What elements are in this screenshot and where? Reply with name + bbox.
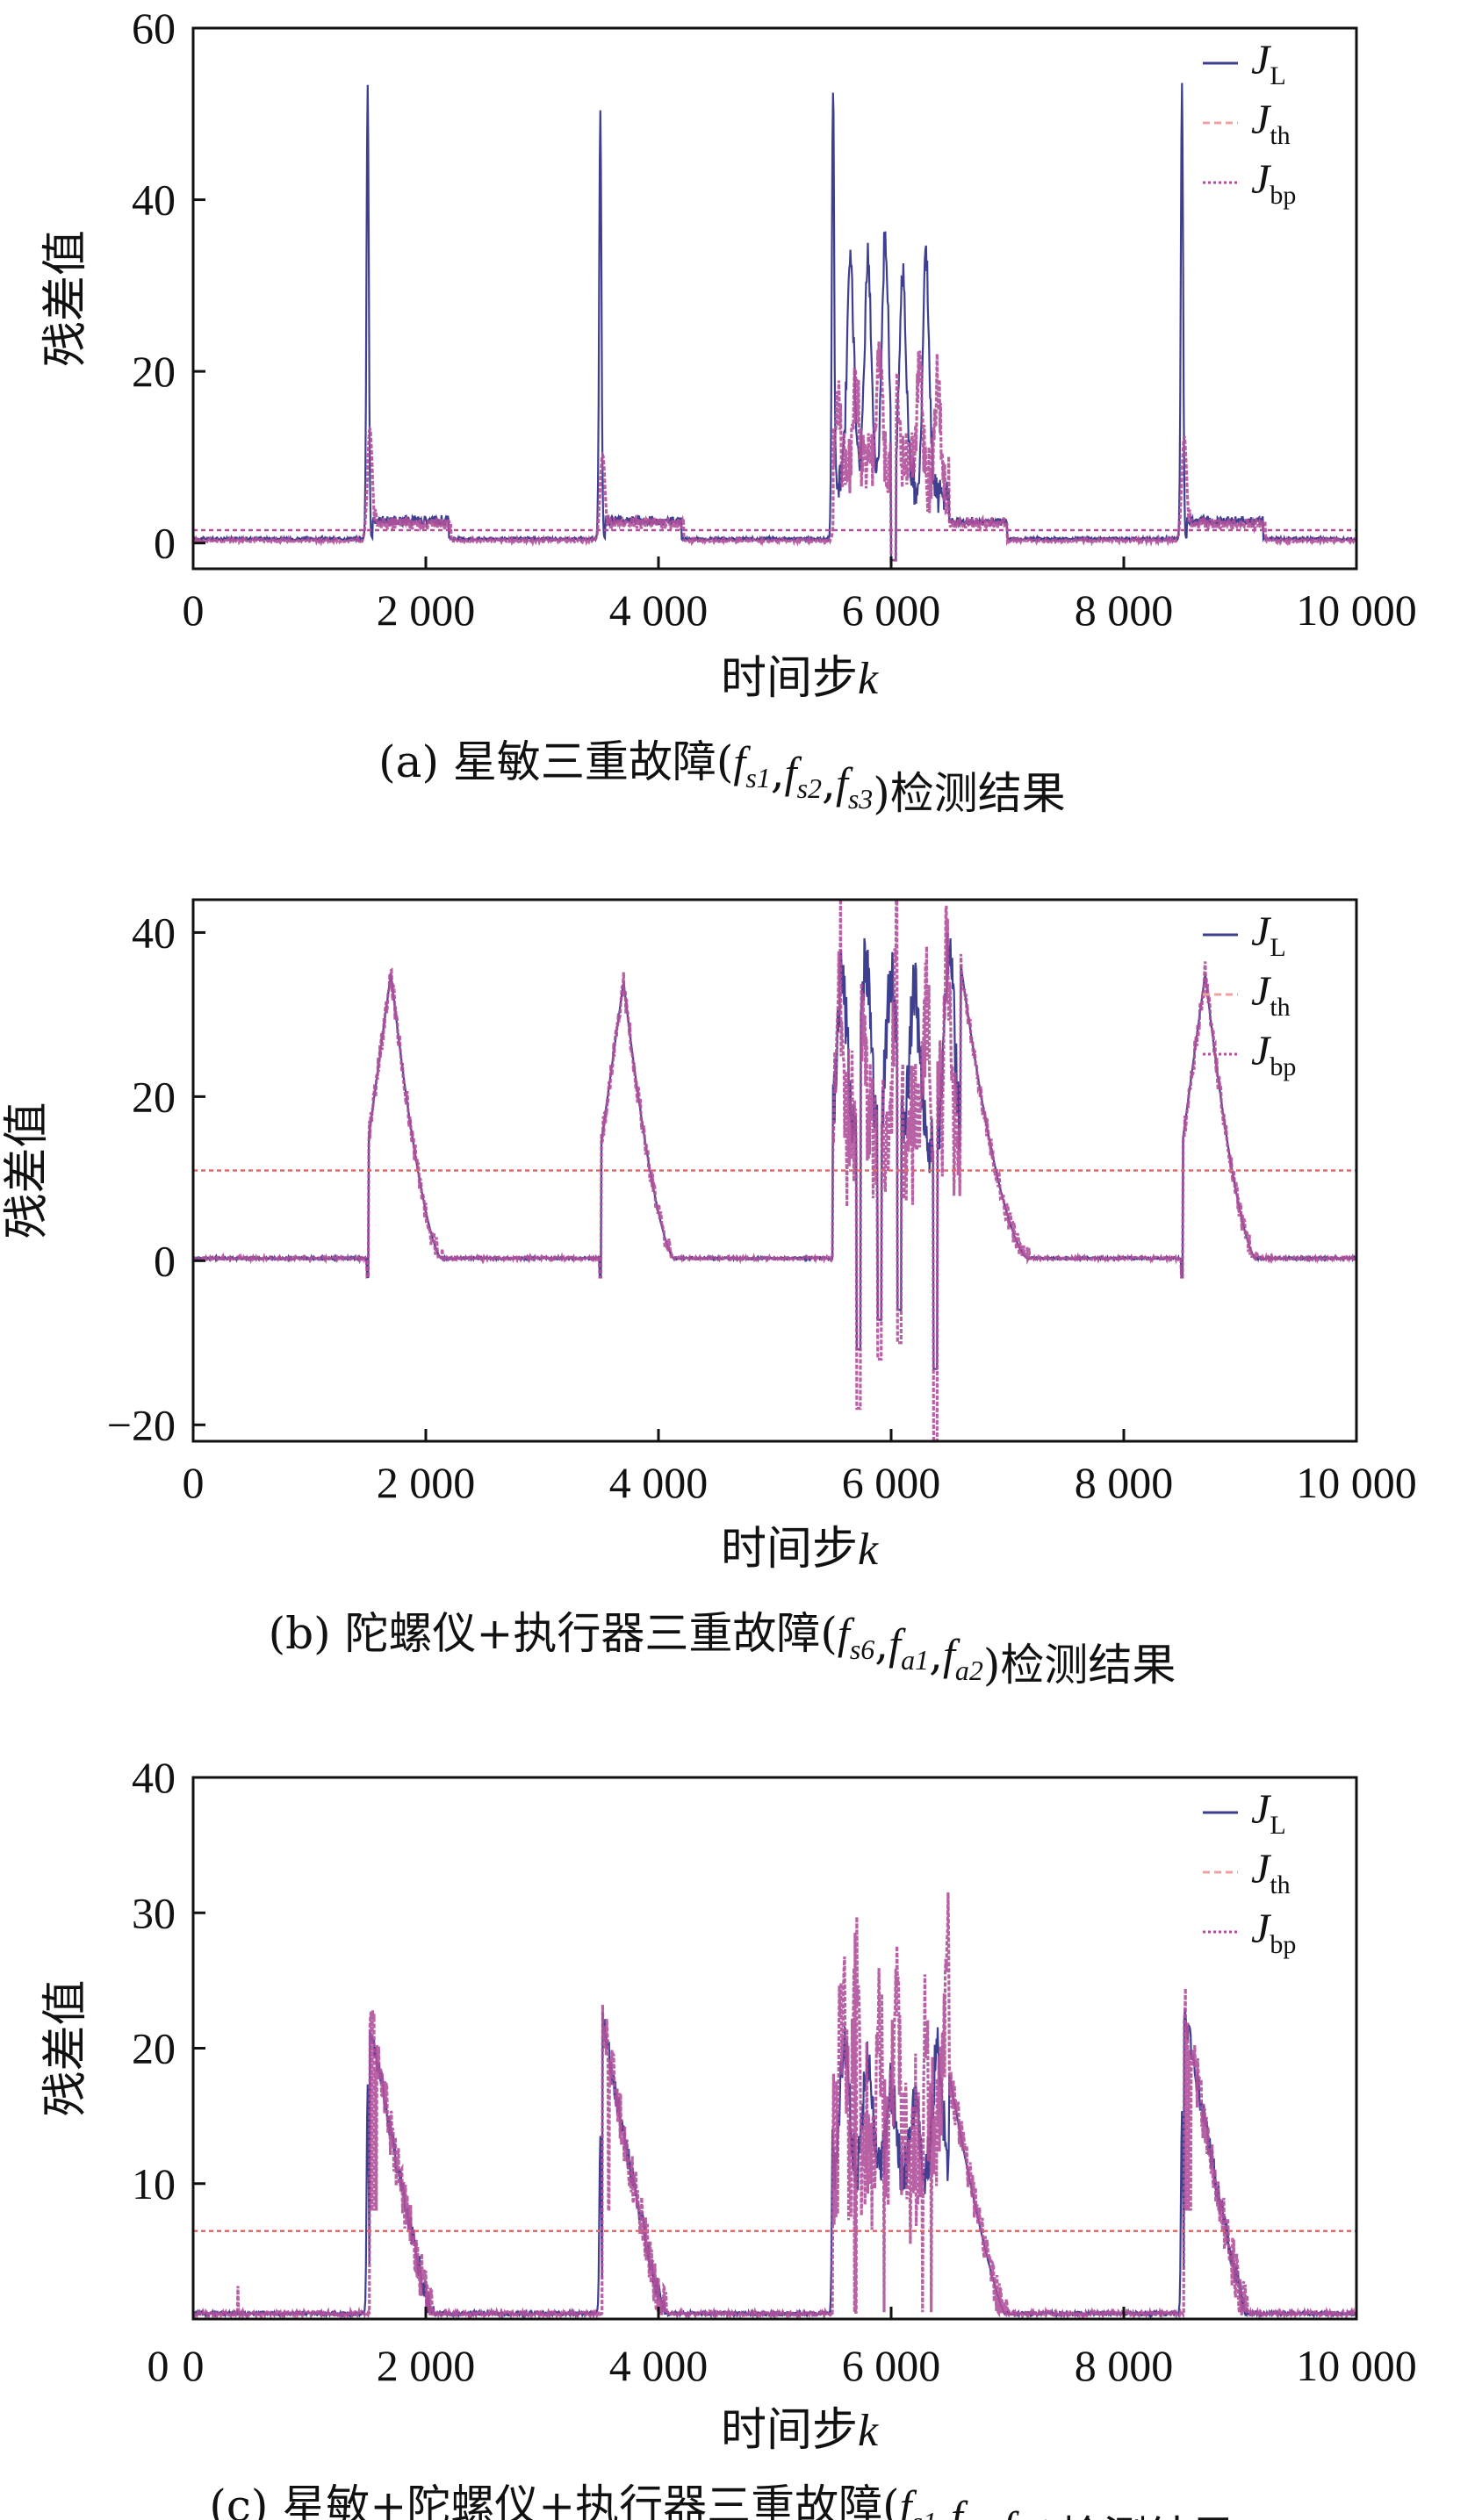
axes-frame: [191, 898, 1358, 1443]
legend-label: Jth: [1251, 1846, 1291, 1899]
x-axis-title: 时间步k: [721, 2404, 879, 2457]
x-tick-label: 0: [183, 585, 205, 635]
y-tick-label: 60: [132, 4, 176, 53]
legend-label: Jbp: [1251, 1906, 1296, 1959]
x-tick-label: 8 000: [1075, 585, 1174, 635]
x-tick-label: 0: [183, 1458, 205, 1507]
origin-label: 0: [147, 2341, 169, 2390]
x-tick-label: 0: [183, 2341, 205, 2390]
series-Jbp-line: [193, 900, 1356, 1441]
y-axis-title: 残差值: [1, 1102, 54, 1238]
plot-area-b: [193, 900, 1356, 1441]
chart-panel-c: 0 2 000 4 000 6 000 8 000 10 000 10 20 30 40 0 残差值时…: [40, 1753, 1417, 2520]
x-tick-label: 10 000: [1296, 585, 1417, 635]
series-Jbp-line: [193, 341, 1356, 562]
legend-label: JL: [1251, 1786, 1286, 1840]
y-tick-label: 20: [132, 347, 176, 396]
legend-label: JL: [1251, 37, 1286, 90]
y-tick-label: −20: [107, 1400, 176, 1449]
legend-label: Jth: [1251, 968, 1291, 1022]
x-tick-label: 4 000: [609, 585, 709, 635]
x-tick-label: 4 000: [609, 1458, 709, 1507]
legend: JL Jth Jbp: [1203, 908, 1296, 1081]
legend-label: Jth: [1251, 97, 1291, 150]
figure-caption: (b) 陀螺仪+执行器三重故障(fs6,fa1,fa2)检测结果: [269, 1608, 1176, 1691]
plot-area-c: [193, 1892, 1356, 2319]
x-tick-label: 6 000: [842, 2341, 941, 2390]
series-Jbp-line: [193, 1892, 1356, 2319]
y-tick-label: 40: [132, 908, 176, 957]
y-tick-label: 30: [132, 1888, 176, 1937]
x-tick-label: 6 000: [842, 1458, 941, 1507]
series-JL-line: [193, 83, 1356, 562]
figure-caption: (c) 星敏+陀螺仪+执行器三重故障(fs1,fs4,fa1)检测结果: [209, 2481, 1234, 2520]
x-tick-label: 4 000: [609, 2341, 709, 2390]
x-tick-label: 8 000: [1075, 1458, 1174, 1507]
x-axis-title: 时间步k: [721, 1523, 879, 1576]
x-axis-title: 时间步k: [721, 652, 879, 705]
x-tick-label: 10 000: [1296, 2341, 1417, 2390]
legend-label: Jbp: [1251, 1028, 1296, 1081]
y-tick-label: 20: [132, 2024, 176, 2073]
x-tick-label: 2 000: [377, 1458, 476, 1507]
y-tick-label: 20: [132, 1072, 176, 1121]
y-tick-label: 0: [154, 1236, 176, 1285]
y-tick-label: 40: [132, 1753, 176, 1802]
y-axis-title: 残差值: [40, 1979, 92, 2116]
y-tick-label: 0: [154, 519, 176, 568]
legend: JL Jth Jbp: [1203, 1786, 1296, 1959]
x-tick-label: 8 000: [1075, 2341, 1174, 2390]
y-tick-label: 10: [132, 2159, 176, 2208]
x-tick-label: 2 000: [377, 585, 476, 635]
legend-label: Jbp: [1251, 156, 1296, 210]
x-tick-label: 2 000: [377, 2341, 476, 2390]
axes-frame: [191, 1776, 1358, 2321]
y-tick-label: 40: [132, 176, 176, 225]
plot-area-a: [193, 83, 1356, 562]
x-tick-label: 10 000: [1296, 1458, 1417, 1507]
chart-panel-a: 0 2 000 4 000 6 000 8 000 10 000 0 20 40 60 残差值时间步…: [40, 4, 1417, 819]
legend: JL Jth Jbp: [1203, 37, 1296, 210]
figure-caption: (a) 星敏三重故障(fs1,fs2,fs3)检测结果: [378, 736, 1066, 819]
legend-label: JL: [1251, 908, 1286, 962]
axes-frame: [191, 26, 1358, 571]
series-JL-line: [193, 2008, 1356, 2319]
y-axis-title: 残差值: [40, 230, 92, 367]
x-tick-label: 6 000: [842, 585, 941, 635]
